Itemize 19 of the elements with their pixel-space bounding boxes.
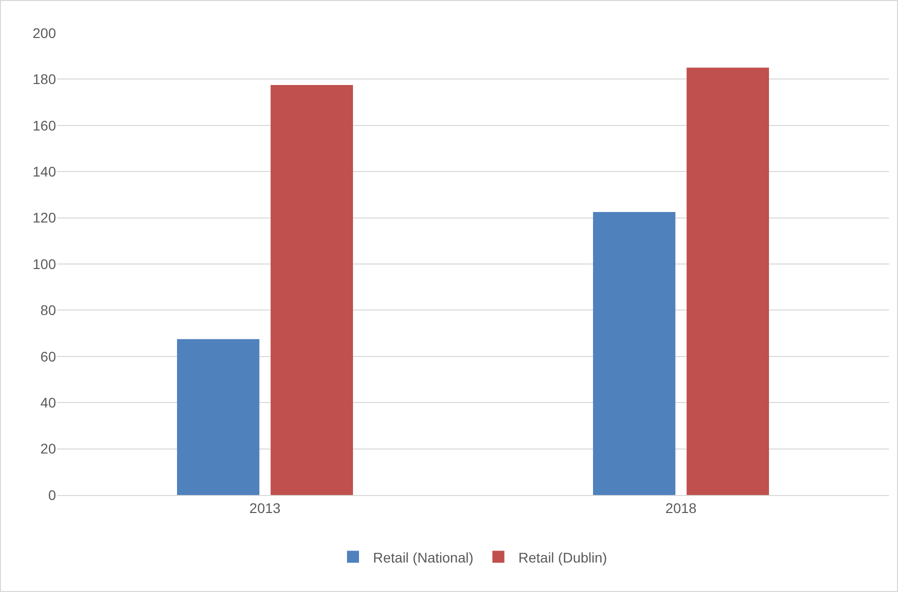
y-tick-label: 180: [32, 71, 56, 88]
x-tick-label: 2018: [665, 500, 697, 516]
bar: [177, 339, 260, 495]
y-tick-label: 100: [32, 256, 56, 272]
y-tick-label: 140: [32, 164, 56, 180]
y-tick-label: 200: [32, 24, 56, 41]
legend-label: Retail (Dublin): [518, 549, 608, 566]
bar: [686, 68, 769, 495]
y-tick-label: 160: [32, 117, 56, 134]
y-tick-label: 0: [48, 486, 56, 503]
y-tick-label: 120: [32, 210, 56, 226]
legend-label: Retail (National): [373, 549, 474, 566]
y-tick-label: 20: [40, 440, 56, 457]
x-tick-label: 2013: [249, 500, 281, 516]
y-tick-label: 40: [40, 394, 56, 410]
bar: [593, 212, 676, 495]
y-tick-label: 80: [40, 302, 56, 318]
bar: [270, 84, 353, 495]
y-tick-label: 60: [40, 348, 56, 364]
